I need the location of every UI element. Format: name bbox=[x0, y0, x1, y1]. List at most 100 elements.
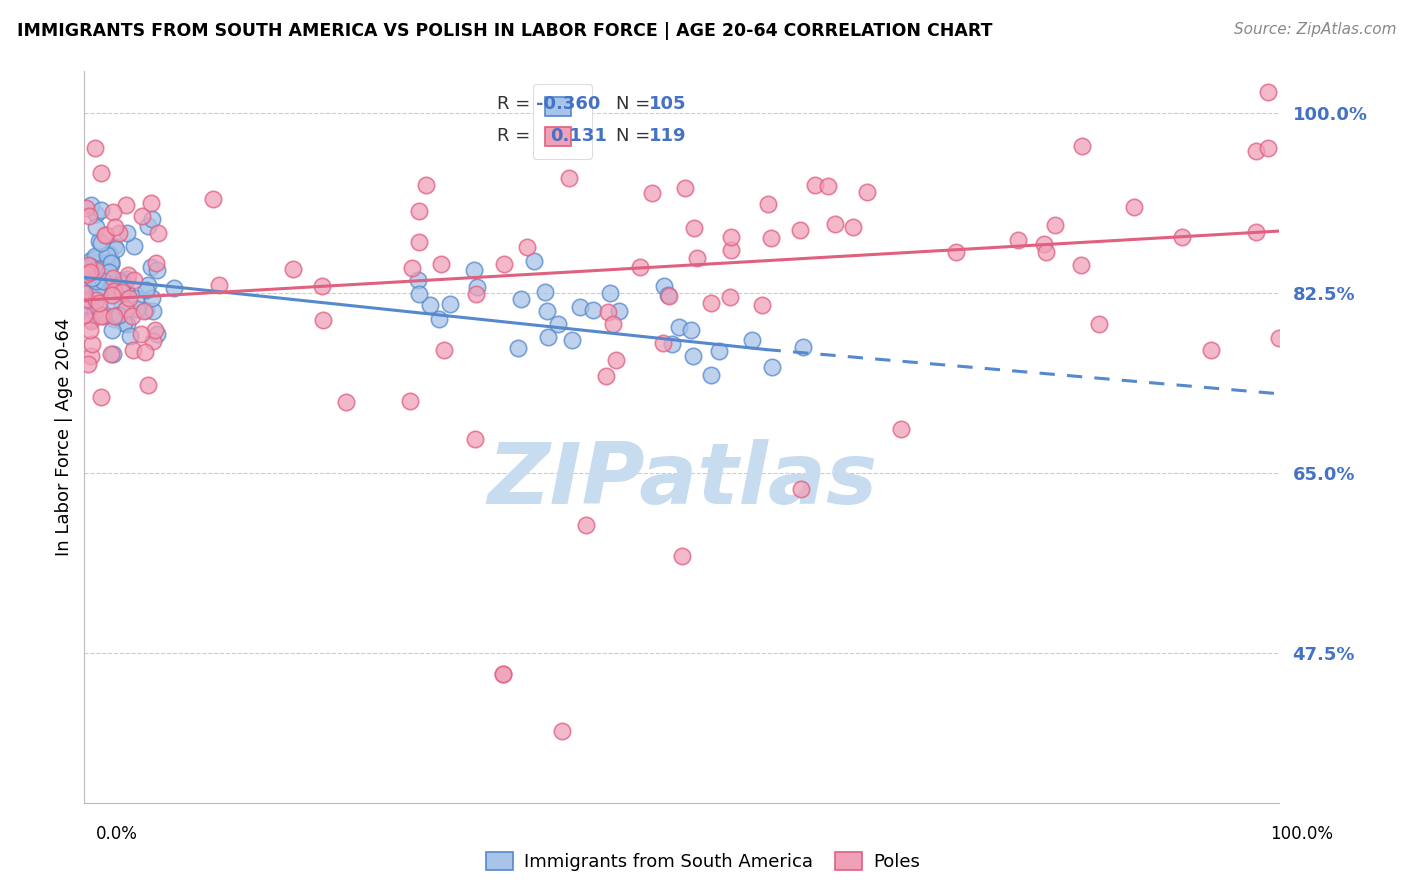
Text: R =: R = bbox=[496, 127, 536, 145]
Point bbox=[533, 285, 555, 300]
Point bbox=[415, 178, 437, 193]
Point bbox=[108, 281, 131, 295]
Point bbox=[641, 186, 664, 200]
Point bbox=[122, 239, 145, 253]
Point bbox=[1032, 237, 1054, 252]
Point bbox=[283, 262, 305, 277]
Point bbox=[945, 244, 967, 259]
Point bbox=[558, 171, 581, 186]
Point bbox=[101, 323, 124, 337]
Point bbox=[824, 217, 846, 231]
Point bbox=[602, 317, 624, 331]
Point bbox=[96, 276, 118, 290]
Point bbox=[89, 296, 111, 310]
Point bbox=[75, 201, 97, 215]
Point bbox=[1043, 219, 1066, 233]
Point bbox=[1257, 141, 1279, 155]
Point bbox=[464, 432, 486, 446]
Point bbox=[720, 243, 742, 257]
Point bbox=[91, 273, 114, 287]
Point bbox=[100, 257, 122, 271]
Point bbox=[141, 260, 163, 274]
Point bbox=[87, 235, 110, 249]
Point bbox=[83, 249, 105, 263]
Point bbox=[146, 326, 169, 341]
Point bbox=[1070, 259, 1092, 273]
Point bbox=[101, 270, 124, 285]
Point bbox=[1122, 200, 1144, 214]
Point bbox=[110, 275, 132, 289]
Point bbox=[84, 220, 107, 235]
Point bbox=[675, 180, 697, 194]
Point bbox=[595, 368, 617, 383]
Point bbox=[83, 141, 105, 155]
Point bbox=[98, 265, 121, 279]
Text: 119: 119 bbox=[648, 127, 686, 145]
Text: 100.0%: 100.0% bbox=[1270, 825, 1333, 843]
Text: 0.0%: 0.0% bbox=[96, 825, 138, 843]
Point bbox=[582, 303, 605, 318]
Point bbox=[100, 347, 122, 361]
Point bbox=[707, 343, 730, 358]
Point bbox=[101, 279, 124, 293]
Point bbox=[77, 299, 100, 313]
Point bbox=[90, 309, 112, 323]
Point bbox=[419, 298, 441, 312]
Point bbox=[136, 219, 159, 233]
Legend: Immigrants from South America, Poles: Immigrants from South America, Poles bbox=[479, 845, 927, 879]
Point bbox=[115, 317, 138, 331]
Point bbox=[790, 482, 813, 496]
Point bbox=[89, 166, 111, 180]
Point bbox=[90, 236, 112, 251]
Point bbox=[118, 291, 141, 305]
Point bbox=[408, 286, 430, 301]
Point bbox=[132, 304, 155, 318]
Point bbox=[76, 358, 98, 372]
Point bbox=[312, 313, 335, 327]
Point bbox=[75, 275, 97, 289]
Point bbox=[561, 333, 583, 347]
Point bbox=[439, 297, 461, 311]
Point bbox=[103, 294, 125, 309]
Point bbox=[84, 251, 107, 265]
Text: R =: R = bbox=[496, 95, 536, 113]
Point bbox=[1244, 144, 1267, 158]
Point bbox=[661, 337, 683, 351]
Point bbox=[111, 277, 134, 292]
Point bbox=[141, 211, 163, 226]
Point bbox=[146, 263, 169, 277]
Text: -0.360: -0.360 bbox=[536, 95, 600, 113]
Point bbox=[1035, 244, 1057, 259]
Point bbox=[141, 292, 163, 306]
Point bbox=[115, 197, 138, 211]
Text: ZIPatlas: ZIPatlas bbox=[486, 440, 877, 523]
Point bbox=[718, 290, 741, 304]
Point bbox=[628, 260, 651, 275]
Point bbox=[686, 251, 709, 265]
Point bbox=[103, 205, 125, 219]
Point bbox=[111, 278, 134, 293]
Point bbox=[803, 178, 825, 193]
Point bbox=[599, 286, 621, 301]
Point bbox=[516, 240, 538, 254]
Point bbox=[408, 273, 430, 287]
Point bbox=[79, 259, 101, 273]
Point bbox=[142, 304, 165, 318]
Point bbox=[1199, 343, 1222, 357]
Text: 0.131: 0.131 bbox=[551, 127, 607, 145]
Point bbox=[135, 283, 157, 297]
Point bbox=[77, 209, 100, 223]
Point bbox=[80, 312, 103, 326]
Point bbox=[1007, 233, 1029, 247]
Point bbox=[111, 297, 134, 311]
Point bbox=[1244, 225, 1267, 239]
Point bbox=[569, 300, 592, 314]
Point bbox=[652, 279, 675, 293]
Point bbox=[1268, 331, 1291, 345]
Point bbox=[463, 263, 485, 277]
Point bbox=[96, 284, 118, 298]
Point bbox=[76, 267, 98, 281]
Point bbox=[1171, 230, 1194, 244]
Point bbox=[79, 295, 101, 310]
Point bbox=[103, 309, 125, 323]
